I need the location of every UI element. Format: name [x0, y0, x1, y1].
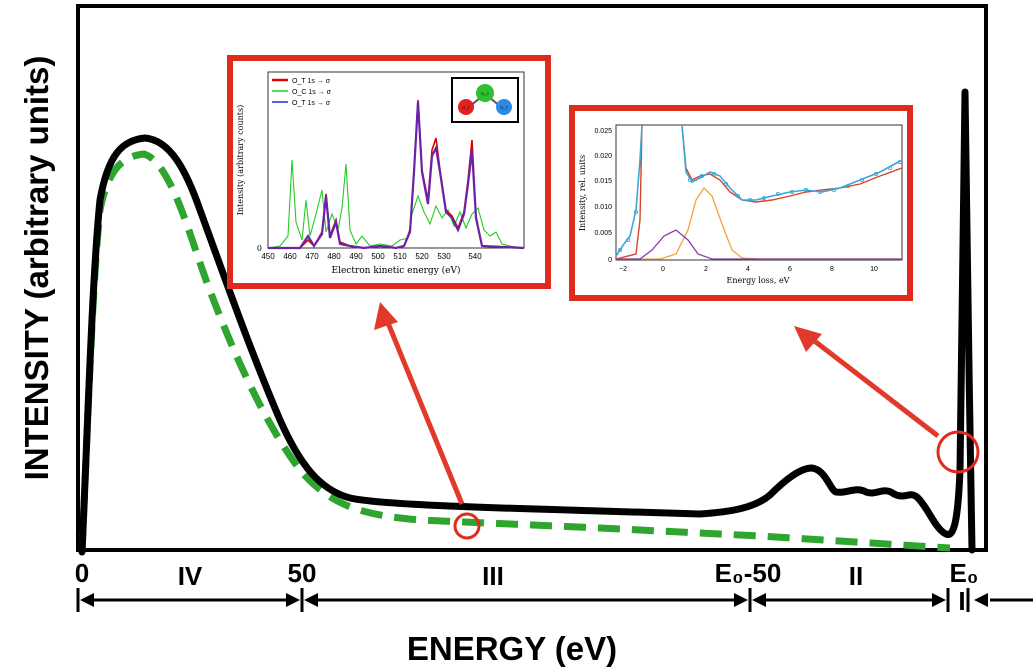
inset-right-xtick: 2 [704, 266, 708, 273]
region-label-i: I [958, 586, 965, 616]
inset-right-ytick: 0.015 [594, 178, 612, 185]
inset-right: Intensity, rel. units 0.025 0.020 0.015 … [569, 105, 913, 301]
inset-right-ytick: 0.020 [594, 153, 612, 160]
inset-right-xtick: 8 [830, 266, 834, 273]
inset-right-xtick: 10 [870, 266, 878, 273]
tick-label-0: 0 [75, 558, 89, 588]
inset-right-ytick: 0.025 [594, 128, 612, 135]
y-axis-label: INTENSITY (arbitrary units) [18, 56, 55, 481]
inset-left-xtick: 450 [261, 252, 275, 261]
inset-right-orange-curve [616, 186, 902, 260]
inset-right-xtick: −2 [619, 266, 627, 273]
plot-frame [76, 4, 988, 552]
inset-right-data-markers [617, 159, 903, 253]
tick-label-e0-50: E₀-50 [715, 558, 782, 588]
inset-left-xtick: 460 [283, 252, 297, 261]
inset-left-xtick: 480 [327, 252, 341, 261]
region-label-ii: II [849, 561, 863, 591]
atom-red [458, 99, 474, 115]
atom-blue [496, 99, 512, 115]
inset-left-xtick: 530 [437, 252, 451, 261]
region-arrows [76, 588, 1033, 612]
inset-right-xlabel: Energy loss, eV [727, 276, 790, 285]
inset-left-xtick: 490 [349, 252, 363, 261]
inset-right-ytick: 0 [608, 257, 612, 264]
inset-right-ylabel: Intensity, rel. units [578, 155, 587, 231]
legend-item: O_T 1s → σ [292, 100, 331, 107]
tick-label-e0: E₀ [949, 558, 978, 588]
inset-left-blue-curve [268, 101, 525, 250]
legend-item: O_C 1s → σ [292, 89, 332, 96]
inset-right-xtick: 4 [746, 266, 750, 273]
tick-label-50: 50 [288, 558, 317, 588]
inset-right-ytick: 0.010 [594, 204, 612, 211]
inset-left-xlabel: Electron kinetic energy (eV) [332, 265, 461, 276]
inset-left: Intensity (arbitrary counts) 0 450 460 4… [227, 55, 551, 289]
pointer-arrow-left [374, 302, 465, 505]
inset-left-legend: O_T 1s → σ O_C 1s → σ O_T 1s → σ [272, 78, 332, 107]
atom-label: O_C [481, 91, 489, 96]
inset-right-xticks: −2 0 2 4 6 8 10 [619, 266, 878, 273]
inset-left-green-curve [267, 159, 525, 249]
inset-right-ytick: 0.005 [594, 230, 612, 237]
inset-right-yticks: 0.025 0.020 0.015 0.010 0.005 0 [594, 128, 612, 264]
inset-left-ylabel: Intensity (arbitrary counts) [236, 105, 245, 216]
inset-left-xtick: 520 [415, 252, 429, 261]
inset-left-ytick-0: 0 [257, 244, 262, 253]
atom-green [476, 84, 494, 102]
x-axis-label: ENERGY (eV) [407, 630, 617, 667]
inset-left-xtick: 510 [393, 252, 407, 261]
inset-right-xtick: 6 [788, 266, 792, 273]
inset-left-xtick: 540 [468, 252, 482, 261]
pointer-arrow-right [794, 326, 940, 438]
inset-right-plot-area [615, 124, 903, 261]
molecule-diagram: O_T O_C O_T [451, 77, 519, 123]
spectrum-curve [78, 88, 976, 556]
region-label-iii: III [482, 561, 504, 591]
legend-item: O_T 1s → σ [292, 78, 331, 85]
inset-left-xtick: 470 [305, 252, 319, 261]
highlight-circle-region-i [936, 430, 980, 474]
inset-left-xticks: 450 460 470 480 490 500 510 520 530 540 [261, 252, 482, 261]
atom-label: O_T [462, 105, 470, 110]
inset-left-xtick: 500 [371, 252, 385, 261]
highlight-circle-region-iii [453, 512, 481, 540]
atom-label: O_T [500, 105, 508, 110]
inset-right-xtick: 0 [661, 266, 665, 273]
inset-right-violet-curve [616, 229, 902, 260]
region-label-iv: IV [178, 561, 203, 591]
